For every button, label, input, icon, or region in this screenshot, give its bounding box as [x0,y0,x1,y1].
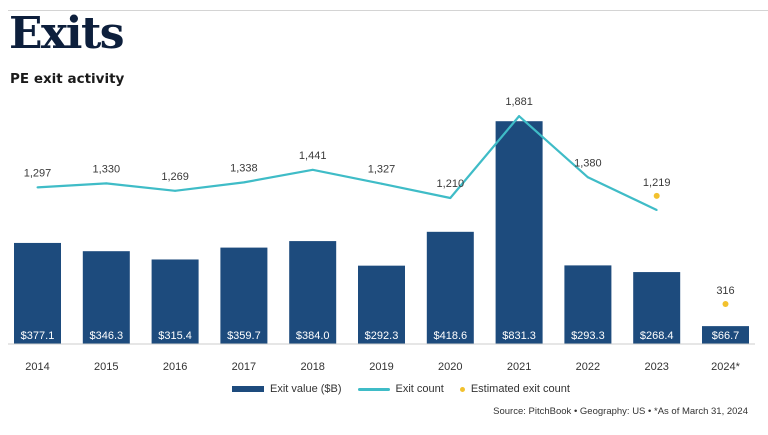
x-tick-label: 2024* [711,361,740,373]
x-tick-label: 2016 [163,361,187,373]
estimated-exit-count-label: 1,219 [643,177,671,189]
bars-layer: $377.1 $346.3 $315.4 $359.7 $384.0 $292.3 $418… [14,121,749,344]
bar-value-label: $359.7 [227,330,261,342]
legend-label: Exit count [395,383,444,395]
estimated-exit-count-point [653,192,660,199]
bar-2018 [289,241,337,344]
exit-count-point [655,208,658,211]
bar-2021 [495,121,543,344]
source-note: Source: PitchBook • Geography: US • *As … [493,406,748,417]
bar-2015 [82,251,130,344]
x-tick-label: 2021 [507,361,531,373]
bar-value-label: $831.3 [502,330,536,342]
estimated-exit-count-label: 316 [716,285,734,297]
exit-count-label: 1,380 [574,157,602,169]
bar-2014 [14,242,61,344]
top-rule [8,10,768,11]
line-layer: 1,297 1,330 1,269 1,338 1,441 1,327 1,210 1,881… [24,96,735,307]
x-tick-label: 2018 [300,361,324,373]
bar-value-label: $346.3 [89,330,123,342]
bar-2022 [564,265,612,344]
bar-value-label: $292.3 [365,330,399,342]
x-tick-label: 2020 [438,361,462,373]
bar-value-label: $268.4 [640,330,674,342]
legend-item-exit-value: Exit value ($B) [232,383,342,395]
legend-label: Exit value ($B) [270,383,342,395]
exit-count-label: 1,269 [161,171,189,183]
chart-title: PE exit activity [10,71,125,87]
legend-swatch-line [357,387,390,391]
exit-count-point [518,115,521,118]
legend-item-exit-count: Exit count [357,383,444,395]
exit-count-label: 1,297 [24,167,52,179]
bar-2023 [633,272,681,344]
bar-2019 [358,265,405,344]
legend: Exit value ($B) Exit count Estimated exi… [232,383,586,395]
exit-count-line [37,115,658,211]
exit-count-point [380,182,383,185]
exit-count-label: 1,441 [299,150,327,162]
x-tick-label: 2023 [644,361,668,373]
exit-count-label: 1,330 [93,163,121,175]
x-axis-ticks: 2014 2015 2016 2017 2018 2019 2020 2021 2022 2023… [25,361,740,373]
x-tick-label: 2019 [369,361,393,373]
bar-value-label: $315.4 [158,330,192,342]
x-tick-label: 2017 [232,361,256,373]
x-tick-label: 2022 [576,361,600,373]
exit-count-point [36,186,39,189]
exit-count-label: 1,210 [437,178,465,190]
exit-count-point [105,182,108,185]
x-tick-label: 2015 [94,361,118,373]
bar-2020 [426,231,474,344]
exit-count-point [586,176,589,179]
exit-count-point [174,189,177,192]
bar-2017 [220,247,268,344]
exit-count-point [449,197,452,199]
bar-value-label: $293.3 [571,330,605,342]
exit-count-label: 1,881 [505,96,533,108]
exit-count-point [242,181,245,184]
legend-item-estimated: Estimated exit count [459,383,570,395]
exit-count-label: 1,338 [230,162,258,174]
exit-count-label: 1,327 [368,164,396,176]
x-tick-label: 2014 [25,361,49,373]
bar-value-label: $66.7 [712,330,740,342]
page-title: Exits [9,8,125,59]
bar-2024 [702,326,749,344]
legend-swatch-dot [459,386,465,392]
legend-label: Estimated exit count [470,383,570,395]
estimated-exit-count-point [722,301,729,307]
exit-count-point [311,168,314,171]
legend-swatch-bar [232,386,264,392]
bar-2016 [151,259,199,344]
bar-value-label: $384.0 [296,330,330,342]
bar-value-label: $418.6 [433,330,467,342]
bar-value-label: $377.1 [21,330,55,342]
